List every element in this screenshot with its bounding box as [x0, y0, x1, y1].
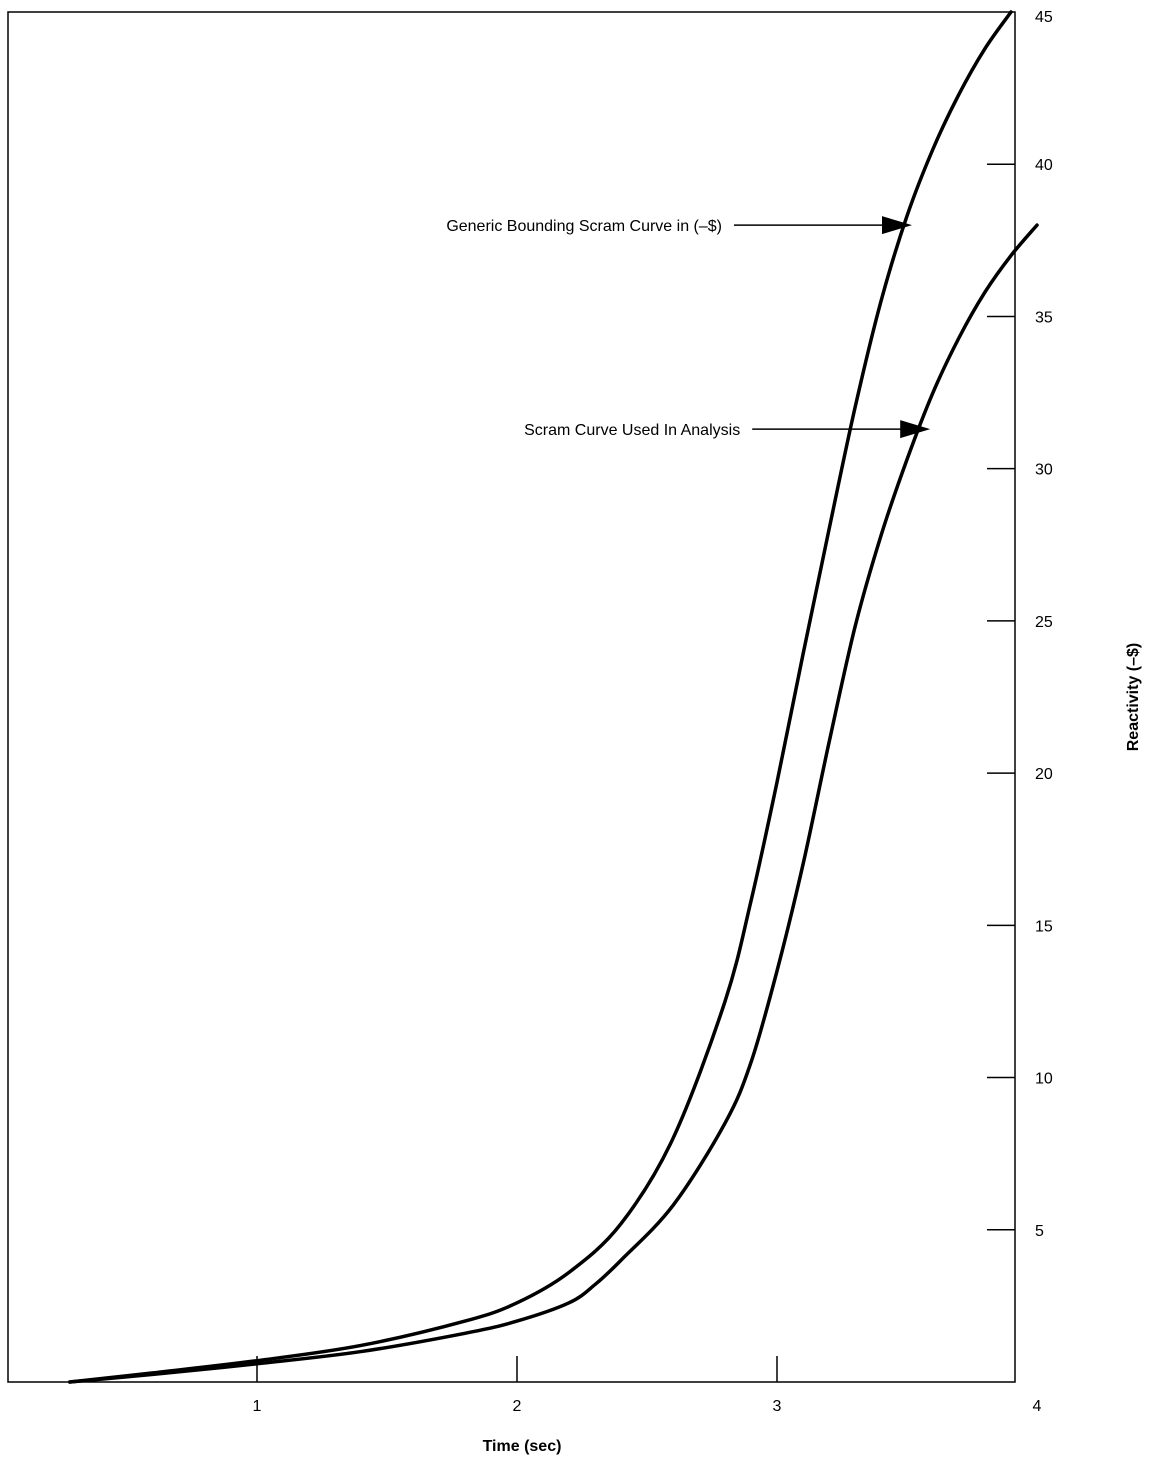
- analysis-curve: [68, 223, 1039, 1384]
- x-tick-label: 4: [1033, 1398, 1042, 1415]
- y-tick-label: 45: [1035, 9, 1053, 26]
- y-axis-title: Reactivity (–$): [1125, 643, 1142, 752]
- annotation-arrowhead: [882, 216, 912, 235]
- x-axis-title: Time (sec): [483, 1438, 562, 1455]
- axis-ticks: [256, 163, 1015, 1382]
- analysis-curve-annotation: Scram Curve Used In Analysis: [524, 422, 740, 439]
- y-tick-label: 15: [1035, 918, 1053, 935]
- y-tick-label: 20: [1035, 766, 1053, 783]
- curves: [68, 10, 1039, 1384]
- y-tick-label: 40: [1035, 157, 1053, 174]
- plot-frame: [7, 11, 1016, 1383]
- y-tick-label: 25: [1035, 614, 1053, 631]
- generic-curve-annotation: Generic Bounding Scram Curve in (–$): [446, 218, 722, 235]
- y-tick-label: 10: [1035, 1071, 1053, 1088]
- y-tick-label: 5: [1035, 1223, 1044, 1240]
- annotation-arrowhead: [900, 420, 931, 439]
- generic-bounding-curve: [68, 10, 1013, 1384]
- annotations: Generic Bounding Scram Curve in (–$) Scra…: [446, 216, 931, 439]
- y-tick-label: 30: [1035, 462, 1053, 479]
- x-tick-label: 3: [773, 1398, 782, 1415]
- y-tick-label: 35: [1035, 309, 1053, 326]
- x-tick-label: 2: [513, 1398, 522, 1415]
- x-tick-label: 1: [253, 1398, 262, 1415]
